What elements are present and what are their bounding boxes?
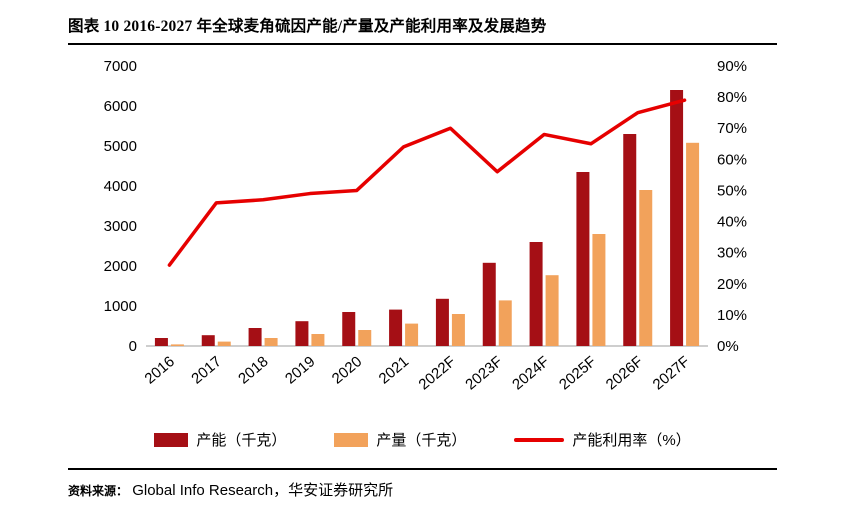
left-axis-tick: 1000	[104, 298, 137, 315]
output-bar	[545, 275, 559, 346]
output-bar	[170, 344, 184, 346]
right-axis-tick: 30%	[717, 245, 747, 262]
capacity-swatch-icon	[154, 432, 189, 447]
capacity-bar	[529, 242, 543, 346]
source-label: 资料来源：	[68, 484, 129, 498]
source-text: Global Info Research，华安证券研究所	[132, 482, 394, 499]
output-bar	[311, 334, 325, 346]
capacity-bar	[389, 309, 403, 346]
left-axis-tick: 3000	[104, 218, 137, 235]
x-axis-tick: 2026F	[603, 353, 647, 393]
legend-item-output: 产量（千克）	[334, 429, 466, 450]
right-axis-tick: 20%	[717, 276, 747, 293]
left-axis-tick: 5000	[104, 138, 137, 155]
chart-legend: 产能（千克） 产量（千克） 产能利用率（%）	[68, 429, 777, 450]
legend-label-output: 产量（千克）	[376, 432, 467, 449]
x-axis-tick: 2022F	[415, 353, 459, 393]
capacity-bar	[576, 172, 590, 346]
output-swatch-icon	[334, 432, 369, 447]
left-axis-tick: 2000	[104, 258, 137, 275]
capacity-bar	[201, 335, 215, 346]
left-axis-tick: 7000	[104, 58, 137, 75]
capacity-bar	[482, 262, 496, 346]
output-bar	[358, 330, 372, 346]
x-axis-tick: 2019	[282, 353, 318, 387]
utilization-swatch-icon	[514, 437, 565, 442]
right-axis-tick: 70%	[717, 120, 747, 137]
x-axis-tick: 2017	[188, 353, 224, 387]
right-axis-tick: 80%	[717, 89, 747, 106]
capacity-bar	[342, 312, 356, 346]
legend-label-utilization: 产能利用率（%）	[572, 432, 691, 449]
output-bar	[405, 323, 419, 346]
right-axis-tick: 50%	[717, 182, 747, 199]
capacity-bar	[154, 338, 168, 346]
output-bar	[451, 314, 465, 346]
right-axis-tick: 10%	[717, 307, 747, 324]
output-bar	[498, 300, 512, 346]
x-axis-tick: 2025F	[556, 353, 600, 393]
x-axis-tick: 2018	[235, 353, 271, 387]
legend-item-capacity: 产能（千克）	[154, 429, 286, 450]
x-axis-tick: 2027F	[650, 353, 694, 393]
capacity-bar	[295, 321, 309, 346]
left-axis-tick: 4000	[104, 178, 137, 195]
x-axis-tick: 2023F	[462, 353, 506, 393]
figure-content: 图表 10 2016-2027 年全球麦角硫因产能/产量及产能利用率及发展趋势 …	[68, 14, 777, 500]
left-axis-tick: 0	[129, 338, 137, 355]
right-axis-tick: 0%	[717, 338, 739, 355]
output-bar	[264, 338, 278, 346]
source-note: 资料来源： Global Info Research，华安证券研究所	[68, 468, 777, 500]
output-bar	[639, 190, 653, 346]
right-axis-tick: 90%	[717, 58, 747, 75]
x-axis-tick: 2021	[376, 353, 412, 387]
capacity-bar	[670, 90, 684, 346]
x-axis-tick: 2020	[329, 353, 365, 387]
output-bar	[592, 234, 606, 346]
right-axis-tick: 60%	[717, 151, 747, 168]
x-axis-tick: 2024F	[509, 353, 553, 393]
combo-chart: 0 1000 2000 3000 4000 5000 6000 7000 0% 10% 20% 30%…	[104, 58, 747, 393]
capacity-bar	[623, 134, 637, 346]
utilization-line	[167, 98, 687, 267]
legend-item-utilization: 产能利用率（%）	[514, 429, 691, 450]
right-axis-tick: 40%	[717, 214, 747, 231]
left-axis-tick: 6000	[104, 98, 137, 115]
figure-caption: 图表 10 2016-2027 年全球麦角硫因产能/产量及产能利用率及发展趋势	[68, 14, 777, 45]
output-bar	[217, 341, 231, 346]
capacity-bar	[435, 298, 449, 346]
legend-label-capacity: 产能（千克）	[196, 432, 287, 449]
x-axis-tick: 2016	[141, 353, 177, 387]
capacity-bar	[248, 328, 262, 346]
output-bar	[686, 142, 700, 346]
